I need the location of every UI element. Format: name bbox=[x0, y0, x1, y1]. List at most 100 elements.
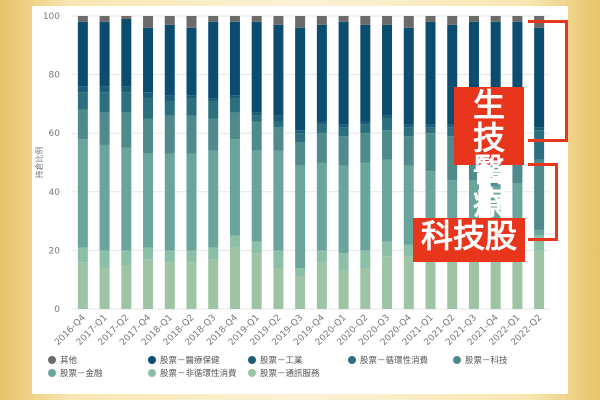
bar-segment bbox=[425, 124, 436, 128]
bar-segment bbox=[490, 259, 501, 309]
bar-segment bbox=[360, 267, 371, 309]
bar-segment bbox=[229, 95, 240, 99]
bar-segment bbox=[77, 21, 88, 87]
bar-segment bbox=[534, 250, 545, 309]
bar-segment bbox=[186, 262, 197, 309]
bar-segment bbox=[164, 153, 175, 251]
bar-segment bbox=[295, 130, 306, 134]
bar-segment bbox=[447, 124, 458, 128]
bar-segment bbox=[186, 115, 197, 154]
bar-segment bbox=[360, 24, 371, 122]
bar-segment bbox=[447, 256, 458, 309]
legend-label: 股票－科技 bbox=[465, 356, 508, 366]
bar-segment bbox=[208, 100, 219, 119]
legend-marker bbox=[148, 369, 156, 377]
bar-segment bbox=[338, 127, 349, 137]
bar-segment bbox=[512, 183, 523, 248]
bar-segment bbox=[490, 21, 501, 122]
bar-segment bbox=[77, 247, 88, 263]
bar-segment bbox=[143, 118, 154, 154]
legend-item[interactable]: 股票－金融 bbox=[48, 367, 103, 379]
bar-segment bbox=[425, 127, 436, 134]
bar-segment bbox=[316, 162, 327, 251]
bar-segment bbox=[295, 133, 306, 142]
y-tick-label: 60 bbox=[49, 129, 61, 139]
legend-label: 股票－通訊服務 bbox=[260, 369, 320, 379]
bar-segment bbox=[121, 265, 132, 309]
bar-segment bbox=[229, 16, 240, 22]
bar-segment bbox=[316, 121, 327, 125]
bar-segment bbox=[186, 27, 197, 96]
bar-segment bbox=[273, 24, 284, 116]
bar-segment bbox=[99, 267, 110, 309]
legend-marker bbox=[48, 356, 56, 364]
bar-segment bbox=[121, 92, 132, 113]
legend-item[interactable]: 股票－工業 bbox=[248, 354, 303, 366]
bar-segment bbox=[99, 16, 110, 22]
bar-segment bbox=[251, 121, 262, 151]
bar-segment bbox=[99, 144, 110, 251]
y-tick-label: 80 bbox=[49, 71, 61, 81]
legend-marker bbox=[453, 356, 461, 364]
bar-segment bbox=[208, 247, 219, 260]
bar-segment bbox=[382, 115, 393, 119]
bar-segment bbox=[77, 109, 88, 140]
legend-item[interactable]: 其他 bbox=[48, 354, 77, 366]
bar-segment bbox=[338, 16, 349, 22]
y-tick-label: 20 bbox=[49, 246, 61, 256]
y-axis-label: 持倉比例 bbox=[34, 147, 44, 179]
bar-segment bbox=[208, 118, 219, 151]
bar-segment bbox=[403, 127, 414, 137]
bar-segment bbox=[295, 27, 306, 131]
legend-marker bbox=[48, 369, 56, 377]
bar-segment bbox=[447, 127, 458, 137]
bar-segment bbox=[316, 124, 327, 134]
bar-segment bbox=[143, 92, 154, 99]
callout-biotech-line2: 醫療 bbox=[472, 151, 505, 222]
bar-segment bbox=[251, 150, 262, 242]
bar-segment bbox=[447, 136, 458, 181]
bar-segment bbox=[468, 21, 479, 122]
legend-item[interactable]: 股票－非循環性消費 bbox=[148, 367, 237, 379]
bar-segment bbox=[77, 86, 88, 93]
bar-segment bbox=[316, 262, 327, 309]
bar-segment bbox=[229, 235, 240, 248]
bar-segment bbox=[251, 112, 262, 116]
bar-segment bbox=[99, 86, 110, 93]
bar-segment bbox=[164, 250, 175, 263]
callout-biotech: 生技 醫療 bbox=[454, 87, 524, 219]
legend-label: 股票－非循環性消費 bbox=[160, 369, 237, 379]
bar-segment bbox=[186, 95, 197, 99]
bar-segment bbox=[382, 24, 393, 116]
bar-segment bbox=[534, 229, 545, 236]
bar-segment bbox=[403, 244, 414, 257]
bar-segment bbox=[534, 27, 545, 128]
legend-item[interactable]: 股票－醫療保健 bbox=[148, 354, 220, 366]
legend-marker bbox=[348, 356, 356, 364]
bar-segment bbox=[229, 98, 240, 113]
bar-segment bbox=[143, 98, 154, 119]
bar-segment bbox=[490, 16, 501, 22]
legend-item[interactable]: 股票－循環性消費 bbox=[348, 354, 428, 366]
bar-segment bbox=[164, 24, 175, 96]
bar-segment bbox=[534, 127, 545, 131]
bar-segment bbox=[295, 267, 306, 277]
legend-label: 股票－循環性消費 bbox=[360, 356, 429, 366]
bar-segment bbox=[295, 165, 306, 268]
bar-segment bbox=[338, 165, 349, 254]
bar-segment bbox=[403, 256, 414, 309]
bar-segment bbox=[316, 16, 327, 25]
bar-segment bbox=[447, 24, 458, 125]
bar-segment bbox=[208, 98, 219, 101]
legend-marker bbox=[248, 356, 256, 364]
bar-segment bbox=[468, 16, 479, 22]
bar-segment bbox=[121, 18, 132, 87]
bar-segment bbox=[316, 250, 327, 263]
bar-segment bbox=[143, 16, 154, 28]
bar-segment bbox=[273, 16, 284, 25]
legend-item[interactable]: 股票－通訊服務 bbox=[248, 367, 320, 379]
bar-segment bbox=[360, 121, 371, 125]
legend-item[interactable]: 股票－科技 bbox=[453, 354, 508, 366]
legend-label: 其他 bbox=[60, 356, 78, 366]
bar-segment bbox=[99, 112, 110, 145]
